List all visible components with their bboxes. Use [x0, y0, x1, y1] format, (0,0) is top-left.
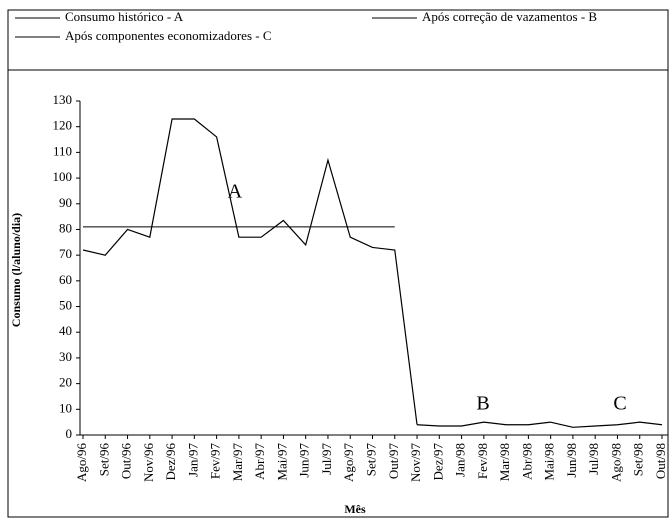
x-tick-label: Jun/98: [564, 443, 579, 478]
legend-label: Consumo histórico - A: [65, 9, 184, 24]
x-tick-label: Mai/97: [274, 443, 289, 481]
x-tick-label: Out/97: [386, 443, 401, 480]
y-tick-label: 90: [59, 195, 72, 210]
x-tick-label: Fev/97: [208, 443, 223, 480]
x-tick-label: Set/97: [363, 443, 378, 477]
x-tick-label: Mar/98: [497, 443, 512, 481]
x-tick-label: Fev/98: [475, 443, 490, 479]
y-tick-label: 120: [53, 118, 73, 133]
series-line: [82, 118, 418, 425]
y-tick-label: 50: [59, 298, 72, 313]
annotation: C: [613, 393, 626, 415]
x-tick-label: Jul/98: [586, 443, 601, 475]
x-tick-label: Dez/97: [430, 443, 445, 481]
x-tick-label: Abr/97: [252, 443, 267, 480]
series-line: [417, 421, 551, 427]
x-tick-label: Set/98: [631, 443, 646, 476]
legend-frame: [7, 9, 669, 71]
y-tick-label: 60: [59, 272, 72, 287]
x-tick-label: Ago/96: [74, 443, 89, 483]
x-tick-label: Mar/97: [230, 443, 245, 482]
annotation: B: [476, 393, 489, 415]
x-tick-label: Set/96: [96, 443, 111, 477]
x-tick-label: Out/98: [653, 443, 668, 479]
x-tick-label: Jan/98: [453, 443, 468, 477]
x-tick-label: Abr/98: [519, 443, 534, 480]
x-tick-label: Nov/96: [141, 443, 156, 483]
annotation: A: [228, 181, 243, 203]
x-tick-label: Out/96: [119, 443, 134, 480]
figure-frame: [7, 9, 669, 518]
y-tick-label: 40: [59, 323, 72, 338]
x-tick-label: Jun/97: [297, 443, 312, 478]
x-tick-label: Nov/97: [408, 443, 423, 483]
y-tick-label: 70: [59, 246, 72, 261]
y-tick-label: 30: [59, 349, 72, 364]
x-tick-label: Dez/96: [163, 443, 178, 481]
x-tick-label: Jul/97: [319, 443, 334, 475]
series-line: [550, 421, 663, 428]
y-tick-label: 80: [59, 220, 72, 235]
x-tick-label: Jan/97: [185, 443, 200, 477]
y-tick-label: 10: [59, 400, 72, 415]
y-tick-label: 0: [66, 426, 73, 441]
y-tick-label: 20: [59, 375, 72, 390]
y-tick-label: 130: [53, 92, 73, 107]
y-tick-label: 100: [53, 169, 73, 184]
x-axis-label: Mês: [344, 502, 366, 516]
legend-label: Após componentes economizadores - C: [65, 28, 272, 43]
x-tick-label: Mai/98: [542, 443, 557, 481]
x-tick-label: Ago/97: [341, 443, 356, 483]
x-tick-label: Ago/98: [608, 443, 623, 482]
y-axis-label: Consumo (l/aluno/dia): [9, 213, 23, 327]
legend-label: Após correção de vazamentos - B: [422, 9, 597, 24]
y-tick-label: 110: [53, 143, 72, 158]
